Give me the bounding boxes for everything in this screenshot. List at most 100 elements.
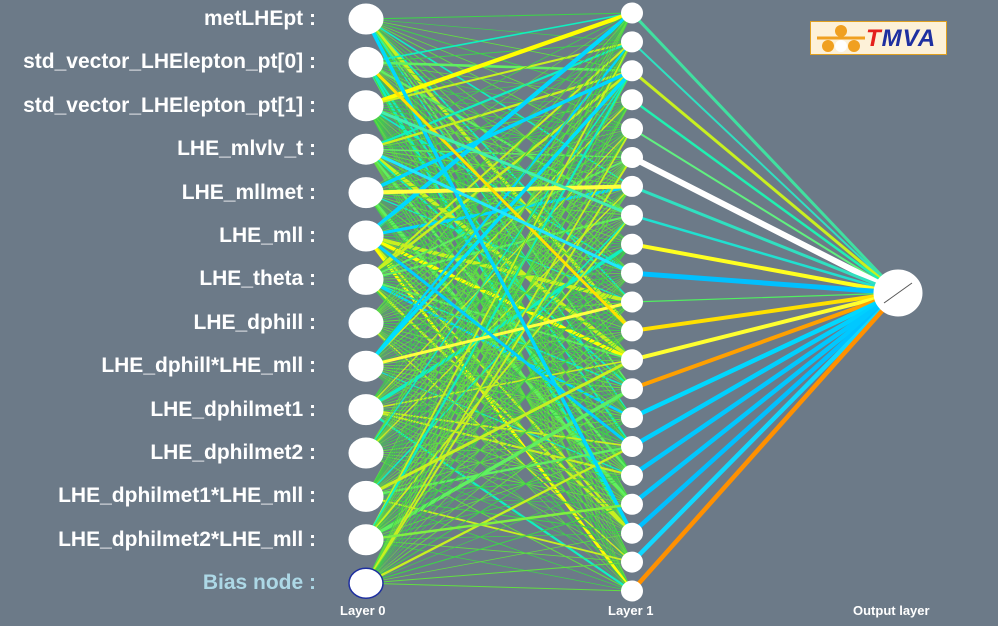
weight-edge bbox=[365, 41, 633, 63]
weight-edge bbox=[365, 12, 633, 150]
weight-edge bbox=[365, 446, 633, 541]
input-node bbox=[348, 350, 384, 382]
input-label: LHE_theta : bbox=[199, 267, 316, 291]
input-label: metLHEpt : bbox=[204, 7, 316, 30]
weight-edge bbox=[365, 70, 633, 107]
weight-edge bbox=[365, 70, 633, 454]
hidden-node bbox=[621, 60, 643, 82]
hidden-node bbox=[621, 407, 643, 429]
weight-edge bbox=[364, 40, 634, 368]
weight-edge bbox=[365, 301, 633, 584]
weight-edge bbox=[365, 359, 633, 541]
weight-edge bbox=[365, 41, 633, 410]
weight-edge bbox=[365, 18, 633, 72]
weight-edge bbox=[365, 12, 633, 193]
weight-edge bbox=[365, 539, 633, 592]
hidden-node bbox=[621, 349, 643, 371]
output-weight-edge bbox=[630, 291, 900, 333]
weight-edge bbox=[364, 358, 634, 498]
weight-edge bbox=[364, 445, 634, 585]
weight-edge bbox=[365, 474, 633, 541]
weight-edge bbox=[365, 532, 633, 584]
input-label: LHE_dphilmet2*LHE_mll : bbox=[58, 527, 316, 551]
weight-edge bbox=[364, 104, 634, 217]
weight-edge bbox=[365, 359, 633, 584]
weight-edge bbox=[365, 272, 633, 541]
input-node bbox=[348, 133, 384, 165]
weight-edge bbox=[365, 41, 633, 584]
tmva-logo-text: TMVA bbox=[866, 25, 937, 52]
weight-edge bbox=[365, 41, 633, 454]
weight-edge bbox=[365, 70, 633, 584]
weight-edge bbox=[364, 40, 634, 151]
output-weight-edge bbox=[629, 290, 901, 449]
output-layer-label: Output layer bbox=[853, 603, 930, 618]
weight-edge bbox=[364, 69, 634, 195]
output-weight-edge bbox=[630, 291, 900, 391]
layer-1-label: Layer 1 bbox=[608, 603, 654, 618]
weight-edge bbox=[364, 147, 634, 275]
weight-edge bbox=[363, 10, 635, 108]
weight-edge bbox=[364, 69, 634, 151]
output-weight-edge bbox=[629, 290, 901, 565]
weight-edge bbox=[365, 156, 633, 585]
weight-edge bbox=[365, 503, 633, 584]
hidden-node bbox=[621, 551, 643, 573]
tmva-logo-icon bbox=[817, 25, 865, 52]
output-weight-edge bbox=[631, 127, 899, 294]
input-label: LHE_mll : bbox=[219, 224, 316, 247]
weight-edge bbox=[365, 127, 633, 585]
input-node bbox=[348, 307, 384, 339]
output-weight-edge bbox=[630, 11, 900, 295]
hidden-node bbox=[621, 320, 643, 342]
input-node bbox=[348, 46, 384, 78]
weight-edge bbox=[364, 69, 634, 541]
weight-edge bbox=[365, 185, 633, 541]
weight-edge bbox=[365, 157, 633, 541]
output-weight-edge bbox=[630, 184, 900, 295]
weight-edge bbox=[364, 69, 634, 281]
weight-edge bbox=[365, 214, 633, 584]
weight-edge bbox=[365, 70, 633, 497]
input-node bbox=[348, 177, 384, 209]
input-node bbox=[348, 220, 384, 252]
input-label: std_vector_LHElepton_pt[1] : bbox=[23, 93, 316, 117]
weight-edge bbox=[364, 503, 634, 542]
weight-edge bbox=[365, 561, 633, 584]
output-weight-edge bbox=[629, 290, 901, 478]
input-label: LHE_dphill*LHE_mll : bbox=[101, 354, 316, 378]
hidden-node bbox=[621, 147, 643, 168]
weight-edge bbox=[365, 41, 633, 237]
weight-edge bbox=[364, 184, 634, 195]
weight-edge bbox=[365, 301, 633, 541]
hidden-node bbox=[621, 378, 643, 400]
weight-edge bbox=[365, 12, 633, 64]
weight-edge bbox=[364, 234, 634, 448]
input-label: LHE_mlvlv_t : bbox=[177, 137, 316, 161]
weight-edge bbox=[365, 388, 633, 584]
weight-edge bbox=[364, 61, 634, 73]
weight-edge bbox=[365, 475, 633, 584]
weight-edge bbox=[365, 12, 633, 497]
input-node bbox=[348, 90, 384, 122]
weight-edge bbox=[365, 330, 633, 541]
input-label: LHE_dphilmet1*LHE_mll : bbox=[58, 484, 316, 508]
weight-edge bbox=[365, 417, 633, 541]
weight-edge bbox=[364, 17, 634, 535]
weight-edge bbox=[365, 532, 633, 541]
hidden-node bbox=[621, 31, 643, 53]
weight-edge bbox=[364, 386, 634, 542]
output-weight-edge bbox=[630, 242, 900, 295]
input-node bbox=[348, 437, 384, 469]
weight-edge bbox=[364, 69, 634, 368]
output-weight-edge bbox=[630, 98, 900, 295]
output-weight-edge bbox=[630, 69, 900, 295]
hidden-node bbox=[621, 436, 643, 457]
weight-edge bbox=[365, 539, 633, 563]
output-weight-edge bbox=[630, 214, 900, 295]
weight-edge bbox=[365, 12, 633, 584]
output-weight-edge bbox=[631, 40, 899, 294]
weight-edge bbox=[365, 12, 633, 20]
hidden-node bbox=[621, 580, 643, 602]
